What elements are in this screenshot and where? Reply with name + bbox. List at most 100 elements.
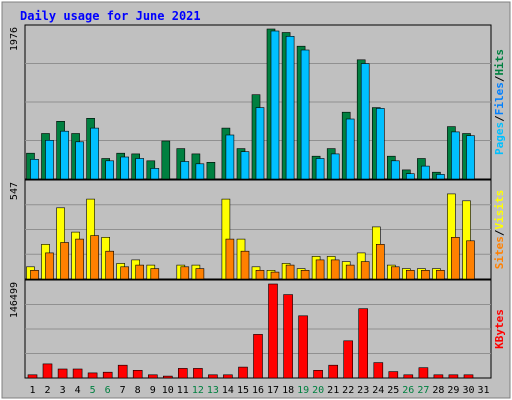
x-tick-label-21: 21 bbox=[327, 385, 339, 396]
legend-label: / bbox=[493, 115, 506, 122]
legend-label: / bbox=[493, 229, 506, 236]
bar-hits-day-13 bbox=[206, 162, 216, 180]
bar-files-day-3 bbox=[60, 130, 69, 180]
bar-files-day-5 bbox=[90, 127, 99, 180]
chart-panels: 1976Pages/Files/Hits547Sites/Visits14649… bbox=[9, 24, 506, 379]
bar-files-day-9 bbox=[150, 168, 160, 180]
x-tick-label-17: 17 bbox=[267, 385, 279, 396]
bar-files-day-8 bbox=[135, 158, 144, 180]
bar-sites-day-15 bbox=[240, 250, 250, 280]
bar-kbytes-day-28 bbox=[433, 374, 444, 379]
bar-files-day-20 bbox=[315, 158, 325, 180]
bar-kbytes-day-26 bbox=[403, 374, 414, 379]
x-tick-label-28: 28 bbox=[432, 385, 444, 396]
bar-sites-day-1 bbox=[30, 269, 39, 280]
bar-kbytes-day-9 bbox=[148, 374, 158, 379]
legend-label: Pages bbox=[493, 122, 506, 155]
x-tick-label-25: 25 bbox=[387, 385, 399, 396]
bar-sites-day-6 bbox=[105, 250, 114, 280]
bar-files-day-29 bbox=[451, 131, 460, 180]
x-tick-label-22: 22 bbox=[342, 385, 354, 396]
bar-files-day-2 bbox=[45, 140, 54, 180]
x-tick-label-6: 6 bbox=[105, 385, 111, 396]
bar-sites-day-8 bbox=[135, 264, 144, 280]
x-tick-label-19: 19 bbox=[297, 385, 309, 396]
bar-files-day-24 bbox=[375, 108, 385, 180]
panel-visits-sites: 547 Sites/Visits bbox=[9, 179, 506, 280]
bar-sites-day-11 bbox=[180, 266, 190, 280]
legend-hits-files-pages: Pages/Files/Hits bbox=[493, 49, 506, 155]
bar-files-day-4 bbox=[75, 141, 84, 180]
x-tick-label-13: 13 bbox=[207, 385, 219, 396]
bar-files-day-26 bbox=[405, 173, 415, 180]
bar-files-day-14 bbox=[225, 134, 235, 180]
bar-sites-day-3 bbox=[60, 242, 69, 280]
x-tick-label-29: 29 bbox=[447, 385, 459, 396]
bar-kbytes-day-2 bbox=[42, 363, 53, 379]
bar-sites-day-27 bbox=[421, 269, 430, 280]
bar-files-day-12 bbox=[195, 163, 205, 180]
x-tick-label-3: 3 bbox=[60, 385, 66, 396]
bar-sites-day-29 bbox=[451, 237, 460, 280]
x-tick-label-30: 30 bbox=[462, 385, 474, 396]
bar-kbytes-day-25 bbox=[388, 371, 399, 379]
x-tick-label-24: 24 bbox=[372, 385, 384, 396]
bar-kbytes-day-5 bbox=[87, 372, 98, 379]
bar-sites-day-2 bbox=[45, 252, 54, 280]
bar-kbytes-day-6 bbox=[102, 371, 113, 379]
bar-kbytes-day-24 bbox=[373, 362, 384, 379]
bar-kbytes-day-30 bbox=[463, 374, 474, 379]
x-tick-label-1: 1 bbox=[29, 385, 35, 396]
bar-files-day-7 bbox=[120, 156, 129, 180]
x-tick-label-4: 4 bbox=[75, 385, 81, 396]
legend-visits-sites: Sites/Visits bbox=[493, 190, 506, 270]
x-tick-label-14: 14 bbox=[222, 385, 234, 396]
bar-sites-day-14 bbox=[225, 238, 235, 280]
bar-files-day-30 bbox=[466, 135, 475, 180]
bar-sites-day-12 bbox=[195, 268, 205, 280]
bar-sites-day-9 bbox=[150, 268, 160, 280]
bar-kbytes-day-10 bbox=[163, 375, 173, 379]
x-tick-label-20: 20 bbox=[312, 385, 324, 396]
bar-kbytes-day-23 bbox=[358, 308, 369, 379]
bar-kbytes-day-17 bbox=[268, 283, 278, 379]
chart-title: Daily usage for June 2021 bbox=[20, 9, 201, 23]
x-tick-label-8: 8 bbox=[135, 385, 141, 396]
x-tick-label-11: 11 bbox=[177, 385, 189, 396]
bar-kbytes-day-12 bbox=[193, 368, 203, 379]
x-tick-label-26: 26 bbox=[402, 385, 414, 396]
bar-sites-day-18 bbox=[285, 264, 295, 280]
bar-kbytes-day-4 bbox=[72, 368, 83, 379]
bar-files-day-6 bbox=[105, 160, 114, 180]
x-tick-label-7: 7 bbox=[120, 385, 126, 396]
x-tick-label-15: 15 bbox=[237, 385, 249, 396]
bar-kbytes-day-8 bbox=[132, 369, 143, 379]
bar-files-day-22 bbox=[345, 118, 355, 180]
bar-files-day-15 bbox=[240, 151, 250, 180]
x-tick-label-18: 18 bbox=[282, 385, 294, 396]
bar-files-day-11 bbox=[180, 161, 190, 180]
bar-kbytes-day-15 bbox=[238, 366, 248, 379]
x-tick-label-16: 16 bbox=[252, 385, 264, 396]
legend-label: KBytes bbox=[493, 309, 506, 349]
bar-kbytes-day-13 bbox=[208, 374, 218, 379]
bar-sites-day-4 bbox=[75, 238, 84, 280]
bar-files-day-27 bbox=[421, 165, 430, 180]
y-max-label: 547 bbox=[9, 182, 20, 200]
bar-sites-day-5 bbox=[90, 235, 99, 280]
bar-kbytes-day-7 bbox=[117, 364, 128, 379]
bar-sites-day-28 bbox=[436, 269, 445, 280]
legend-label: / bbox=[493, 75, 506, 82]
x-tick-label-31: 31 bbox=[477, 385, 489, 396]
bar-kbytes-day-11 bbox=[178, 368, 188, 379]
bar-sites-day-20 bbox=[315, 259, 325, 280]
bar-sites-day-22 bbox=[345, 264, 355, 280]
bar-sites-day-19 bbox=[300, 269, 310, 280]
bar-kbytes-day-22 bbox=[343, 340, 354, 379]
bar-sites-day-30 bbox=[466, 240, 475, 280]
bar-sites-day-17 bbox=[270, 271, 280, 280]
bar-sites-day-7 bbox=[120, 266, 129, 280]
